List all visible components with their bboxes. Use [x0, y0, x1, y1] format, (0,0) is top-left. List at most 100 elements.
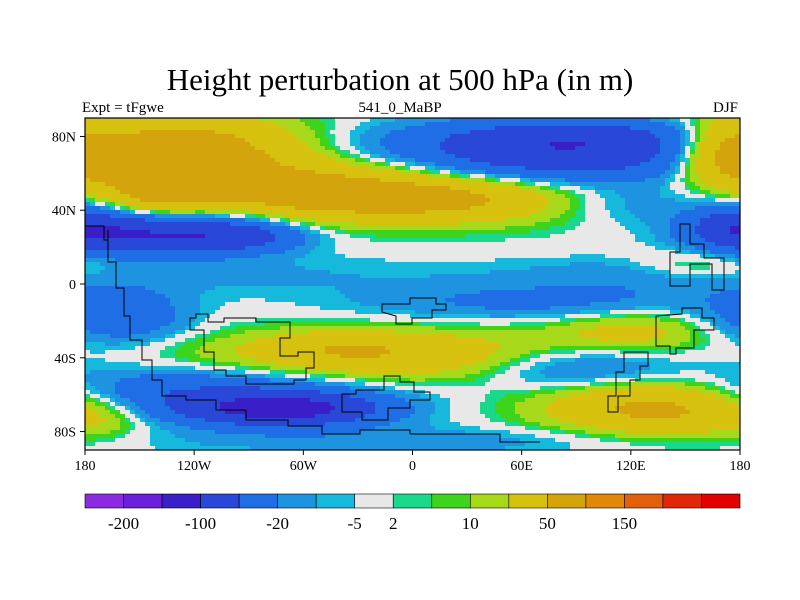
field-cell — [145, 182, 151, 187]
field-cell — [405, 178, 411, 183]
field-cell — [270, 166, 276, 171]
field-cell — [725, 186, 731, 191]
field-cell — [425, 118, 431, 123]
field-cell — [675, 186, 681, 191]
field-cell — [145, 154, 151, 159]
field-cell — [515, 198, 521, 203]
field-cell — [430, 234, 436, 239]
field-cell — [395, 166, 401, 171]
field-cell — [135, 178, 141, 183]
field-cell — [560, 150, 566, 155]
field-cell — [650, 214, 656, 219]
field-cell — [120, 242, 126, 247]
field-cell — [145, 258, 151, 263]
field-cell — [235, 118, 241, 123]
field-cell — [670, 242, 676, 247]
field-cell — [635, 198, 641, 203]
field-cell — [460, 234, 466, 239]
field-cell — [470, 226, 476, 231]
field-cell — [285, 246, 291, 251]
field-cell — [285, 170, 291, 175]
field-cell — [360, 150, 366, 155]
field-cell — [485, 178, 491, 183]
field-cell — [645, 154, 651, 159]
field-cell — [665, 166, 671, 171]
field-cell — [555, 258, 561, 263]
field-cell — [190, 130, 196, 135]
field-cell — [330, 150, 336, 155]
field-cell — [330, 250, 336, 255]
field-cell — [390, 258, 396, 263]
field-cell — [650, 130, 656, 135]
field-cell — [280, 210, 286, 215]
field-cell — [415, 226, 421, 231]
field-cell — [530, 250, 536, 255]
field-cell — [400, 258, 406, 263]
field-cell — [625, 186, 631, 191]
field-cell — [730, 154, 736, 159]
field-cell — [600, 226, 606, 231]
field-cell — [300, 130, 306, 135]
field-cell — [155, 182, 161, 187]
field-cell — [610, 158, 616, 163]
field-cell — [690, 234, 696, 239]
field-cell — [435, 198, 441, 203]
field-cell — [715, 142, 721, 147]
field-cell — [175, 122, 181, 127]
field-cell — [305, 254, 311, 259]
field-cell — [185, 266, 191, 271]
field-cell — [170, 214, 176, 219]
field-cell — [120, 270, 126, 275]
field-cell — [135, 146, 141, 151]
field-cell — [485, 174, 491, 179]
field-cell — [545, 226, 551, 231]
field-cell — [375, 262, 381, 267]
field-cell — [530, 238, 536, 243]
field-cell — [430, 118, 436, 123]
field-cell — [430, 266, 436, 271]
field-cell — [695, 162, 701, 167]
field-cell — [255, 198, 261, 203]
field-cell — [245, 182, 251, 187]
field-cell — [210, 202, 216, 207]
field-cell — [455, 218, 461, 223]
field-cell — [530, 186, 536, 191]
field-cell — [495, 206, 501, 211]
field-cell — [300, 142, 306, 147]
field-cell — [560, 198, 566, 203]
field-cell — [520, 222, 526, 227]
field-cell — [430, 202, 436, 207]
field-cell — [210, 226, 216, 231]
field-cell — [195, 118, 201, 123]
field-cell — [130, 170, 136, 175]
field-cell — [640, 238, 646, 243]
field-cell — [365, 146, 371, 151]
field-cell — [195, 246, 201, 251]
field-cell — [230, 186, 236, 191]
field-cell — [615, 158, 621, 163]
field-cell — [660, 238, 666, 243]
field-cell — [140, 262, 146, 267]
field-cell — [400, 154, 406, 159]
field-cell — [580, 202, 586, 207]
field-cell — [175, 206, 181, 211]
field-cell — [320, 258, 326, 263]
field-cell — [155, 202, 161, 207]
field-cell — [140, 174, 146, 179]
field-cell — [165, 210, 171, 215]
field-cell — [405, 118, 411, 123]
field-cell — [575, 150, 581, 155]
field-cell — [680, 258, 686, 263]
field-cell — [350, 250, 356, 255]
field-cell — [670, 234, 676, 239]
field-cell — [555, 246, 561, 251]
field-cell — [355, 190, 361, 195]
field-cell — [360, 170, 366, 175]
field-cell — [125, 158, 131, 163]
field-cell — [635, 138, 641, 143]
field-cell — [235, 194, 241, 199]
field-cell — [705, 258, 711, 263]
field-cell — [355, 242, 361, 247]
field-cell — [475, 214, 481, 219]
field-cell — [375, 242, 381, 247]
